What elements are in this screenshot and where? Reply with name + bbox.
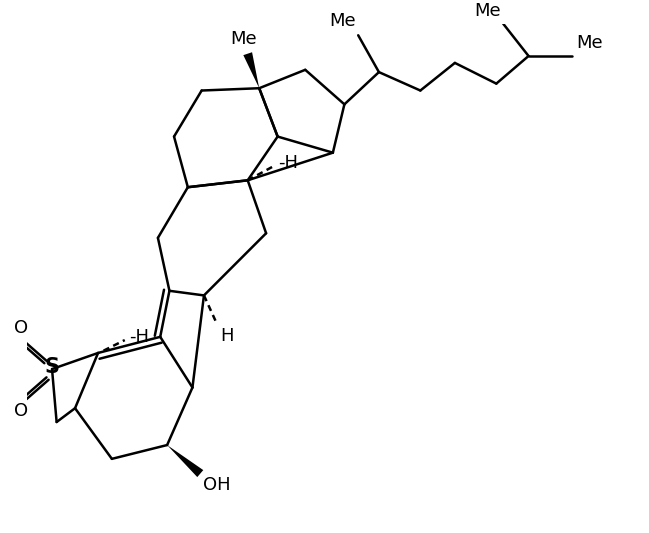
Text: Me: Me xyxy=(329,12,356,30)
Text: Me: Me xyxy=(230,30,256,48)
Polygon shape xyxy=(243,52,259,88)
Text: -H: -H xyxy=(129,328,149,346)
Text: -H: -H xyxy=(278,154,298,172)
Text: Me: Me xyxy=(474,2,501,20)
Polygon shape xyxy=(167,445,203,477)
Text: O: O xyxy=(14,319,28,337)
Text: H: H xyxy=(220,327,234,345)
Text: OH: OH xyxy=(203,477,230,494)
Text: S: S xyxy=(45,357,60,377)
Text: Me: Me xyxy=(576,34,603,52)
Text: O: O xyxy=(14,402,28,420)
